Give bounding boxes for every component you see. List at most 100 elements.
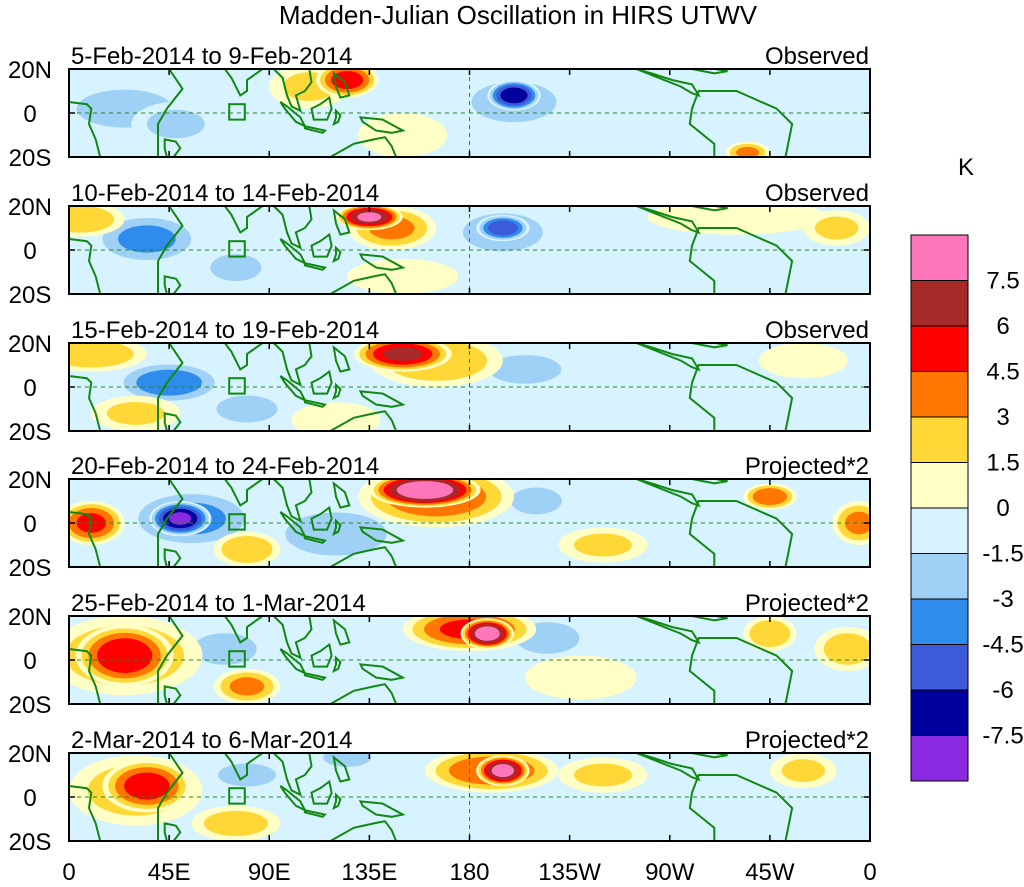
negative-anomaly-contour	[488, 355, 562, 384]
coastline	[358, 253, 406, 271]
y-tick-label: 0	[23, 785, 36, 812]
colorbar-swatch	[910, 416, 969, 463]
coastline	[318, 820, 398, 841]
positive-anomaly-contour	[124, 772, 170, 800]
coastline	[223, 753, 265, 781]
anomaly-field	[69, 206, 870, 294]
positive-anomaly-contour	[97, 638, 153, 673]
colorbar-level-label: -6	[992, 677, 1013, 704]
x-tick-label: 90W	[645, 859, 695, 886]
positive-anomaly-contour	[221, 535, 273, 563]
coastline	[332, 382, 342, 400]
positive-anomaly-contour	[781, 759, 825, 783]
colorbar-swatch	[910, 280, 969, 327]
negative-anomaly-contour	[487, 220, 518, 236]
coastline	[272, 616, 313, 660]
coastline	[332, 792, 342, 810]
positive-anomaly-contour	[347, 258, 459, 294]
coastline	[69, 753, 184, 841]
colorbar-swatch	[910, 735, 969, 782]
coastline	[332, 618, 351, 646]
anomaly-field	[69, 479, 870, 567]
coastline	[358, 390, 406, 408]
y-tick-label: 0	[23, 101, 36, 128]
x-tick-label: 0	[62, 859, 75, 886]
colorbar-level-label: 1.5	[986, 450, 1019, 477]
colorbar-swatch	[910, 598, 969, 645]
positive-anomaly-contour	[69, 343, 134, 368]
y-tick-label: 20S	[9, 555, 52, 582]
region-box	[228, 650, 246, 668]
coastline	[358, 526, 406, 544]
colorbar-swatch	[910, 234, 969, 281]
negative-anomaly-contour	[169, 512, 192, 525]
coastline	[303, 398, 327, 408]
colorbar-swatch	[910, 325, 969, 372]
coastline	[688, 227, 794, 294]
panel-period-label: 20-Feb-2014 to 24-Feb-2014	[71, 453, 379, 480]
coastline	[303, 534, 327, 544]
y-tick-label: 20N	[8, 467, 52, 494]
anomaly-field	[69, 616, 870, 704]
coastline	[272, 206, 313, 250]
colorbar-swatch	[910, 507, 969, 554]
coastline	[332, 108, 342, 126]
map-panel-1: 20N 0 20S 5-Feb-2014 to 9-Feb-2014 Observed	[8, 43, 871, 172]
y-tick-label: 20N	[8, 604, 52, 631]
coastline	[223, 479, 265, 507]
panel-period-label: 2-Mar-2014 to 6-Mar-2014	[71, 727, 352, 754]
colorbar: K 7.5 6 4.5 3 1.5 0 -1.5 -3 -4.5 -6 -7.5	[910, 154, 1024, 782]
colorbar-swatch	[910, 553, 969, 600]
negative-anomaly-contour	[614, 485, 726, 539]
y-tick-label: 20S	[9, 419, 52, 446]
y-tick-label: 20N	[8, 331, 52, 358]
coastline	[691, 479, 728, 485]
coastline	[223, 343, 265, 371]
negative-anomaly-contour	[758, 113, 848, 157]
longitude-axis: 0 45E 90E 135E 180 135W 90W 45W 0	[62, 859, 876, 886]
panel-kind-label: Projected*2	[745, 727, 869, 754]
positive-anomaly-contour	[845, 511, 870, 535]
coastline	[332, 655, 342, 673]
coastline	[636, 616, 701, 645]
coastline	[272, 69, 313, 113]
coastline	[163, 822, 182, 841]
coastline	[163, 138, 182, 157]
positive-anomaly-contour	[291, 402, 381, 431]
y-tick-label: 20S	[9, 829, 52, 856]
coastline	[358, 800, 406, 818]
coastline	[358, 116, 406, 134]
coastline	[636, 69, 701, 98]
anomaly-field	[69, 343, 870, 431]
map-panel-2: 20N 0 20S 10-Feb-2014 to 14-Feb-2014 Observe…	[8, 180, 871, 309]
positive-anomaly-contour	[474, 626, 500, 641]
colorbar-level-label: 0	[996, 495, 1009, 522]
y-tick-label: 20N	[8, 194, 52, 221]
positive-anomaly-contour	[752, 488, 788, 506]
colorbar-swatch	[910, 371, 969, 418]
panel-kind-label: Projected*2	[745, 590, 869, 617]
negative-anomaly-contour	[216, 395, 278, 423]
coastline	[636, 343, 701, 372]
panel-period-label: 5-Feb-2014 to 9-Feb-2014	[71, 43, 353, 70]
coastline	[636, 479, 701, 508]
coastline	[332, 245, 342, 263]
region-box	[228, 787, 246, 805]
negative-anomaly-contour	[569, 91, 681, 135]
colorbar-level-label: 7.5	[986, 268, 1019, 295]
coastline	[332, 345, 351, 373]
coastline	[69, 343, 184, 431]
positive-anomaly-contour	[491, 764, 515, 778]
colorbar-swatch	[910, 462, 969, 509]
coastline	[332, 208, 351, 236]
region-box	[228, 513, 246, 531]
coastline	[69, 479, 184, 567]
colorbar-level-label: -1.5	[982, 541, 1023, 568]
coastline	[303, 808, 327, 818]
coastline	[163, 275, 182, 294]
x-tick-label: 45W	[745, 859, 795, 886]
negative-anomaly-contour	[118, 225, 176, 253]
colorbar-level-label: 4.5	[986, 359, 1019, 386]
region-box	[228, 103, 246, 121]
